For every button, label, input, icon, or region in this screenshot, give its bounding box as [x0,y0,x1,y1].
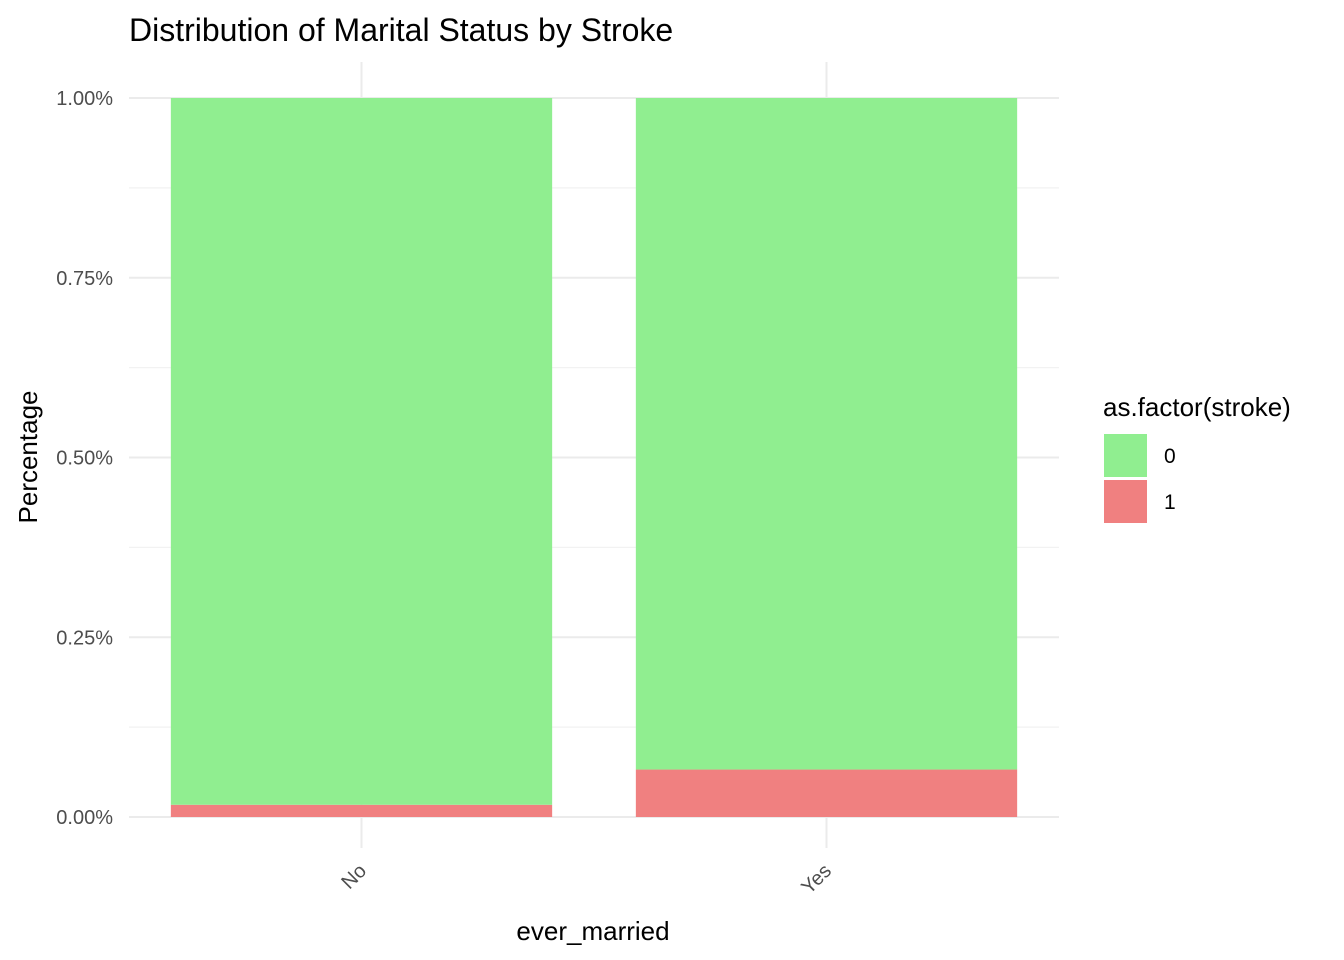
y-axis-ticks: 0.00% 0.25% 0.50% 0.75% 1.00% [56,88,113,829]
x-tick-label: No [337,860,371,894]
legend-swatch-1 [1104,480,1147,523]
legend-title: as.factor(stroke) [1103,392,1291,422]
legend-label-0: 0 [1164,445,1176,468]
y-tick-label: 0.00% [56,807,113,829]
y-tick-label: 0.25% [56,627,113,649]
y-axis-title: Percentage [13,391,43,524]
y-tick-label: 0.50% [56,448,113,470]
bar-no-stroke-0 [170,98,553,805]
x-axis-title: ever_married [516,916,669,946]
x-axis-ticks: No Yes [337,860,836,899]
legend-label-1: 1 [1164,491,1176,514]
bar-yes-stroke-1 [635,769,1018,817]
legend-swatch-0 [1104,434,1147,477]
y-tick-label: 1.00% [56,88,113,110]
legend: as.factor(stroke) 0 1 [1103,392,1291,523]
chart-title: Distribution of Marital Status by Stroke [129,12,673,48]
bars [170,98,1018,817]
bar-yes-stroke-0 [635,98,1018,770]
y-tick-label: 0.75% [56,268,113,290]
bar-no-stroke-1 [170,804,553,817]
x-tick-label: Yes [797,860,836,899]
